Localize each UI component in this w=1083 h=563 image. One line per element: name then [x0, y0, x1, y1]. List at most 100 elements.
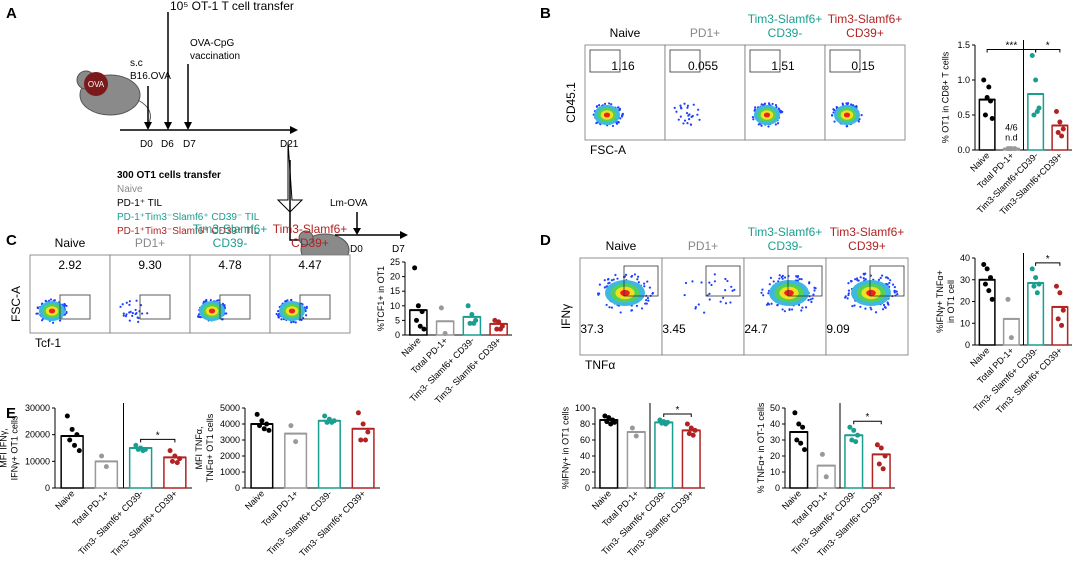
flow-event: [783, 310, 786, 313]
flow-event: [859, 276, 862, 279]
data-point: [469, 312, 475, 318]
flow-event: [884, 276, 888, 279]
flow-event: [877, 278, 881, 281]
y-axis-label: % OT1 in CD8+ T cells: [941, 51, 951, 143]
flow-event: [798, 277, 801, 281]
data-point: [802, 447, 808, 453]
flow-event: [643, 282, 646, 285]
flow-event: [813, 286, 816, 289]
gate: [623, 265, 659, 297]
flow-event: [44, 299, 47, 302]
gate: [139, 294, 171, 320]
flow-event: [791, 308, 794, 311]
flow-event: [304, 314, 308, 317]
flow-event: [302, 316, 305, 320]
gate-value: 0.055: [688, 59, 718, 73]
flow-event: [831, 114, 834, 117]
flow-event: [889, 279, 892, 282]
data-point: [67, 437, 73, 443]
data-point: [1057, 119, 1063, 125]
flow-plot: [29, 254, 111, 334]
y-axis-label: IFNγ+ OT1 cells: [10, 415, 20, 480]
data-point: [266, 427, 272, 433]
flow-event: [290, 298, 293, 301]
flow-event: [847, 292, 850, 295]
bar: [317, 420, 341, 489]
y-tick-label: 0: [235, 483, 240, 493]
flow-event: [636, 278, 639, 281]
flow-density: [208, 308, 216, 314]
flow-event: [608, 306, 611, 309]
y-tick-label: 0.0: [957, 145, 970, 155]
data-point: [72, 442, 78, 448]
panel-letter: C: [6, 232, 17, 249]
data-point: [984, 95, 990, 100]
y-tick-label: 0.5: [957, 110, 970, 120]
data-point: [823, 474, 829, 480]
group: Naive: [117, 184, 143, 195]
flow-event: [813, 289, 816, 292]
flow-plot: [824, 44, 906, 141]
flow-event: [122, 314, 125, 317]
flow-event: [614, 273, 617, 277]
flow-event: [35, 312, 38, 315]
flow-event: [855, 277, 859, 280]
flow-event: [891, 283, 895, 286]
flow-event: [809, 298, 812, 301]
flow-plot: [579, 257, 663, 356]
data-point: [322, 413, 328, 419]
bar: [351, 428, 375, 489]
y-tick-label: 10: [770, 467, 780, 477]
flow-event: [610, 279, 614, 282]
flow-event: [276, 314, 280, 317]
y-tick-label: 0: [965, 340, 970, 350]
gate: [59, 294, 91, 320]
data-point: [988, 275, 994, 281]
significance-label: *: [676, 405, 680, 416]
gate-value: 4.47: [298, 258, 322, 272]
gate-value: 4.78: [218, 258, 242, 272]
flow-x-label: TNFα: [585, 358, 615, 372]
data-point: [1034, 290, 1040, 296]
flow-event: [277, 310, 280, 313]
flow-header: CD39+: [846, 26, 884, 40]
flow-event: [128, 311, 131, 314]
flow-density: [603, 112, 611, 118]
data-point: [259, 418, 265, 424]
data-point: [604, 419, 610, 425]
y-tick-label: 4000: [220, 419, 240, 429]
flow-event: [760, 291, 763, 294]
flow-event: [753, 108, 757, 111]
flow-event: [800, 277, 803, 281]
flow-header: CD39-: [768, 26, 803, 40]
y-tick-label: 0: [585, 483, 590, 493]
flow-event: [687, 117, 691, 121]
flow-event: [860, 114, 863, 117]
label: s.c: [130, 58, 143, 69]
flow-event: [49, 298, 53, 301]
flow-event: [610, 306, 614, 309]
flow-event: [686, 121, 689, 125]
data-point: [465, 303, 471, 309]
flow-event: [619, 311, 622, 314]
flow-event: [691, 280, 694, 283]
bar: [1027, 93, 1045, 151]
data-point: [847, 424, 853, 430]
flow-event: [597, 293, 600, 296]
flow-y-label: IFNγ: [559, 304, 573, 329]
flow-event: [673, 106, 676, 109]
data-point: [1060, 307, 1066, 313]
significance-label: *: [1046, 254, 1050, 265]
flow-event: [772, 280, 775, 283]
flow-event: [131, 314, 134, 317]
data-point: [984, 266, 990, 272]
flow-event: [646, 296, 650, 300]
gate: [749, 49, 781, 73]
flow-event: [121, 303, 124, 306]
flow-event: [849, 279, 853, 283]
data-point: [362, 437, 368, 443]
significance-label: ***: [1006, 41, 1018, 52]
flow-event: [864, 307, 867, 310]
y-axis-label: %TCF1+ in OT1: [376, 266, 386, 331]
y-tick-label: 0: [395, 330, 400, 340]
